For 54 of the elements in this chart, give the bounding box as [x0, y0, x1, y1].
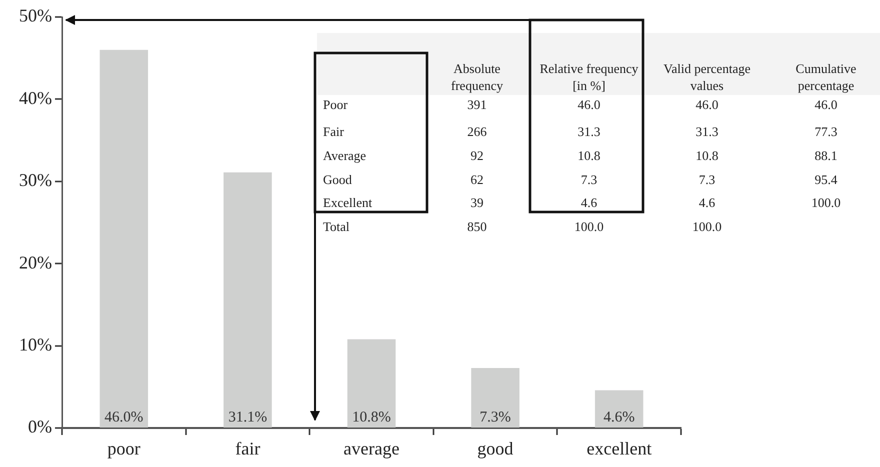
- bar: [347, 339, 396, 428]
- annotation: 31.3: [576, 123, 602, 140]
- annotation: Fair: [323, 123, 344, 140]
- text: 100.0: [810, 194, 842, 211]
- annotation: 39: [470, 194, 484, 211]
- annotation: 10.8: [576, 147, 602, 164]
- annotation: 850: [466, 218, 488, 235]
- text: 10.8: [694, 147, 720, 164]
- text: 95.4: [814, 171, 838, 188]
- annotation: 62: [470, 171, 484, 188]
- x-tick-label: good: [477, 438, 514, 459]
- annotation: 7.3: [580, 171, 598, 188]
- text: 31.3: [694, 123, 720, 140]
- text: 77.3: [814, 123, 838, 140]
- text: 46.0: [814, 96, 838, 113]
- data-label: 10.8%: [352, 410, 391, 426]
- annotation: Absolute frequency: [450, 60, 504, 94]
- bar: [594, 390, 644, 428]
- annotation: 4.6: [580, 194, 598, 211]
- bar: [224, 172, 272, 428]
- x-tick-label: poor: [107, 438, 140, 459]
- x-tick-label: fair: [235, 438, 260, 459]
- annotation: Relative frequency [in %]: [538, 60, 640, 94]
- annotation: 46.0: [576, 96, 602, 113]
- annotation: Excellent: [323, 194, 372, 211]
- annotation: Poor: [323, 96, 348, 113]
- y-tick-label: 30%: [19, 170, 52, 190]
- annotation: Average: [323, 147, 366, 164]
- y-tick-label: 10%: [19, 334, 52, 355]
- text: 4.6: [698, 194, 716, 211]
- annotation: 100.0: [573, 218, 605, 235]
- data-label: 4.6%: [603, 410, 635, 426]
- bar: [471, 368, 520, 428]
- x-tick-label: average: [344, 438, 400, 459]
- data-label: 7.3%: [480, 410, 511, 426]
- annotation: Valid percentage values: [662, 60, 752, 94]
- data-label: 46.0%: [104, 410, 144, 426]
- annotation: Total: [323, 218, 350, 235]
- y-tick-label: 50%: [19, 6, 52, 26]
- annotation: 391: [466, 96, 488, 113]
- text: 100.0: [691, 218, 723, 235]
- text: Cumulative percentage: [794, 60, 858, 94]
- text: 88.1: [814, 147, 838, 164]
- annotation: 92: [470, 147, 484, 164]
- y-tick-label: 40%: [19, 88, 52, 108]
- y-tick-label: 20%: [19, 252, 52, 272]
- data-label: 31.1%: [228, 410, 268, 426]
- y-tick-label: 0%: [28, 416, 52, 437]
- text: 7.3: [698, 171, 716, 188]
- text: 46.0: [694, 96, 720, 113]
- annotation: 266: [466, 123, 488, 140]
- bar: [100, 50, 148, 428]
- annotation: Good: [323, 171, 352, 188]
- x-tick-label: excellent: [586, 438, 652, 459]
